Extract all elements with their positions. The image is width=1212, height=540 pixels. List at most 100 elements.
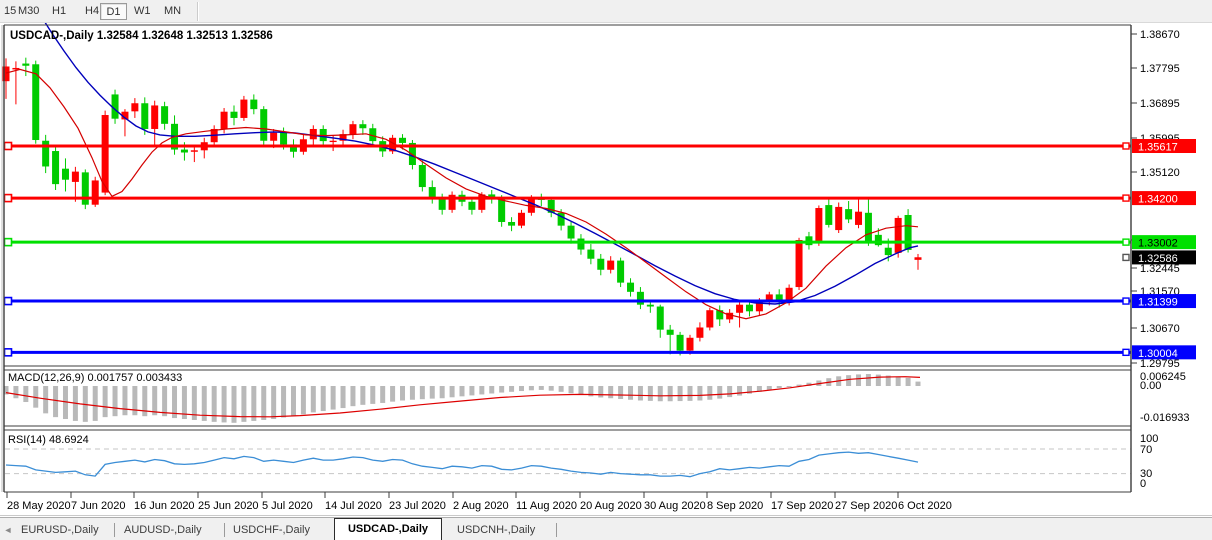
- candle-body: [864, 212, 872, 243]
- macd-histogram-bar: [618, 386, 624, 399]
- date-axis-label: 20 Aug 2020: [580, 500, 642, 512]
- chart-tabs: ◄ EURUSD-,Daily AUDUSD-,Daily USDCHF-,Da…: [0, 517, 1212, 540]
- chart-background: [0, 23, 1212, 517]
- date-axis-label: 30 Aug 2020: [644, 500, 706, 512]
- macd-histogram-bar: [479, 386, 485, 395]
- timeframe-button-d1[interactable]: D1: [100, 3, 127, 20]
- macd-histogram-bar: [13, 386, 19, 399]
- macd-histogram-bar: [53, 386, 59, 418]
- candle-body: [71, 171, 79, 182]
- candle-body: [418, 165, 426, 188]
- timeframe-button-mn[interactable]: MN: [164, 5, 182, 17]
- date-axis-label: 17 Sep 2020: [771, 500, 833, 512]
- candle-body: [498, 198, 506, 222]
- candle-body: [855, 211, 863, 225]
- level-left-handle[interactable]: [3, 237, 13, 247]
- macd-histogram-bar: [885, 375, 891, 386]
- macd-histogram-bar: [846, 375, 852, 386]
- candle-body: [904, 214, 912, 250]
- candle-body: [527, 198, 535, 213]
- candle-body: [428, 187, 436, 199]
- tab-scroll-left-icon[interactable]: ◄: [3, 525, 13, 535]
- macd-histogram-bar: [598, 386, 604, 398]
- candle-body: [81, 172, 89, 205]
- macd-histogram-bar: [23, 386, 29, 403]
- macd-histogram-bar: [380, 386, 386, 403]
- macd-histogram-bar: [191, 386, 197, 420]
- candle-body: [339, 134, 347, 141]
- macd-histogram-bar: [3, 386, 9, 395]
- date-axis-label: 6 Oct 2020: [898, 500, 952, 512]
- price-badge: [1132, 139, 1196, 153]
- tab-separator: [114, 523, 115, 537]
- price-badge-notch: [1122, 348, 1130, 357]
- macd-histogram-bar: [647, 386, 653, 401]
- macd-histogram-bar: [677, 386, 683, 402]
- macd-histogram-bar: [489, 386, 495, 394]
- candle-body: [141, 103, 149, 129]
- macd-histogram-bar: [400, 386, 406, 401]
- macd-histogram-bar: [201, 386, 207, 421]
- candle-body: [329, 140, 337, 143]
- candle-body: [438, 198, 446, 210]
- macd-axis-label: -0.016933: [1140, 412, 1190, 424]
- macd-signal-line: [5, 376, 921, 418]
- macd-histogram-bar: [102, 386, 108, 418]
- candle-body: [775, 294, 783, 302]
- price-badge: [1132, 191, 1196, 206]
- candle-body: [240, 99, 248, 118]
- price-chart[interactable]: 1.386701.377951.368951.359951.351201.333…: [0, 13, 1212, 517]
- macd-histogram-bar: [390, 386, 396, 402]
- macd-histogram-bar: [310, 386, 316, 413]
- price-badge-label: 1.35617: [1138, 142, 1178, 154]
- macd-histogram-bar: [588, 386, 594, 397]
- candle-body: [587, 249, 595, 259]
- date-axis-label: 11 Aug 2020: [516, 500, 577, 512]
- timeframe-button-m30[interactable]: M30: [18, 5, 40, 17]
- price-axis-label: 1.37795: [1140, 63, 1180, 75]
- candle-body: [845, 209, 853, 220]
- timeframe-button-h4[interactable]: H4: [85, 5, 100, 17]
- macd-histogram-bar: [578, 386, 584, 395]
- macd-histogram-bar: [330, 386, 336, 410]
- timeframe-button-m15[interactable]: 15: [4, 5, 17, 17]
- macd-histogram-bar: [62, 386, 68, 420]
- price-badge-label: 1.31399: [1138, 297, 1178, 309]
- candle-body: [894, 217, 902, 253]
- macd-histogram-bar: [142, 386, 148, 417]
- candle-body: [349, 124, 357, 135]
- candle-body: [190, 150, 198, 152]
- candle-body: [656, 306, 664, 330]
- macd-histogram-bar: [856, 374, 862, 386]
- candle-body: [369, 128, 377, 142]
- tab-usdchf-daily[interactable]: USDCHF-,Daily: [233, 524, 310, 536]
- tab-eurusd-daily[interactable]: EURUSD-,Daily: [21, 524, 99, 536]
- candle-body: [508, 221, 516, 226]
- level-left-handle[interactable]: [3, 296, 13, 306]
- macd-histogram-bar: [439, 386, 445, 399]
- timeframe-button-w1[interactable]: W1: [134, 5, 151, 17]
- tab-usdcad-daily-active[interactable]: USDCAD-,Daily: [334, 518, 442, 540]
- macd-histogram-bar: [33, 386, 39, 408]
- level-left-handle[interactable]: [3, 348, 13, 357]
- timeframe-toolbar: 15 M30 H1 H4 D1 W1 MN: [0, 0, 1212, 23]
- macd-histogram-bar: [449, 386, 455, 398]
- timeframe-button-h1[interactable]: H1: [52, 5, 67, 17]
- macd-histogram-bar: [281, 386, 287, 418]
- date-axis-label: 28 May 2020: [7, 500, 71, 512]
- candle-body: [517, 212, 525, 226]
- candle-body: [676, 334, 684, 351]
- candle-body: [280, 132, 288, 145]
- candle-body: [597, 258, 605, 270]
- candle-body: [488, 194, 496, 199]
- tab-usdcnh-daily[interactable]: USDCNH-,Daily: [457, 524, 536, 536]
- price-badge-notch: [1122, 142, 1130, 150]
- candle-body: [52, 151, 60, 185]
- level-left-handle[interactable]: [3, 141, 13, 151]
- price-badge-notch: [1122, 253, 1130, 262]
- macd-histogram-bar: [499, 386, 505, 393]
- chart-window[interactable]: 1.386701.377951.368951.359951.351201.333…: [0, 13, 1212, 517]
- level-left-handle[interactable]: [3, 193, 13, 203]
- tab-audusd-daily[interactable]: AUDUSD-,Daily: [124, 524, 202, 536]
